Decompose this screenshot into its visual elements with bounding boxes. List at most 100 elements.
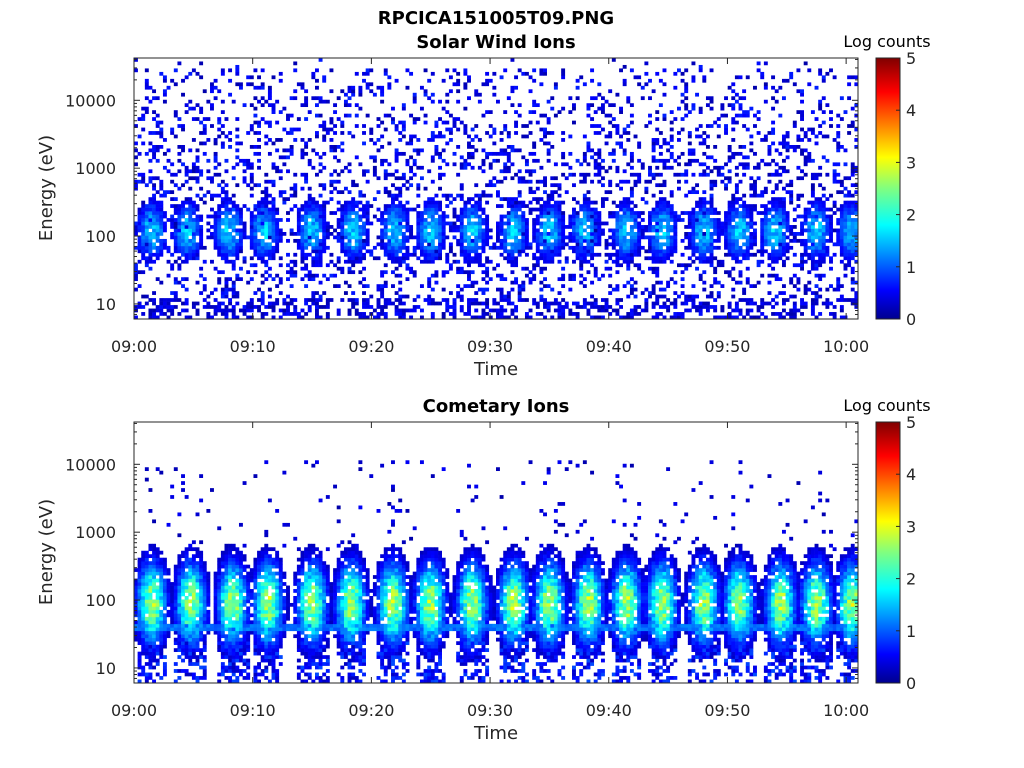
- heatmap-cell: [781, 145, 786, 149]
- heatmap-cell: [590, 221, 595, 226]
- heatmap-cell: [354, 124, 359, 128]
- heatmap-cell: [376, 117, 381, 121]
- heatmap-cell: [550, 106, 555, 111]
- heatmap-cell: [141, 252, 146, 257]
- heatmap-cell: [514, 263, 519, 268]
- heatmap-cell: [626, 179, 631, 184]
- heatmap-cell: [307, 235, 312, 240]
- heatmap-cell: [354, 218, 359, 222]
- heatmap-cell: [456, 117, 461, 121]
- heatmap-cell: [669, 218, 674, 222]
- heatmap-cell: [655, 294, 660, 299]
- heatmap-cell: [488, 277, 493, 282]
- heatmap-cell: [416, 151, 421, 156]
- heatmap-cell: [655, 183, 660, 188]
- heatmap-cell: [644, 287, 649, 292]
- heatmap-cell: [763, 99, 768, 104]
- heatmap-cell: [546, 301, 551, 306]
- heatmap-cell: [716, 218, 721, 222]
- heatmap-cell: [275, 120, 280, 125]
- heatmap-cell: [144, 221, 149, 226]
- heatmap-cell: [307, 207, 312, 212]
- heatmap-cell: [763, 186, 768, 191]
- heatmap-cell: [173, 298, 178, 302]
- heatmap-cell: [423, 113, 428, 118]
- heatmap-cell: [152, 197, 157, 201]
- heatmap-cell: [459, 242, 464, 247]
- heatmap-cell: [517, 245, 522, 250]
- heatmap-cell: [217, 117, 222, 121]
- heatmap-cell: [456, 284, 461, 288]
- heatmap-cell: [271, 256, 276, 261]
- heatmap-cell: [579, 245, 584, 250]
- heatmap-cell: [260, 221, 265, 226]
- heatmap-cell: [354, 228, 359, 233]
- heatmap-cell: [184, 238, 189, 243]
- heatmap-cell: [709, 256, 714, 261]
- heatmap-cell: [474, 204, 479, 208]
- heatmap-cell: [720, 232, 725, 236]
- heatmap-cell: [778, 245, 783, 250]
- heatmap-cell: [637, 225, 642, 229]
- heatmap-cell: [448, 131, 453, 135]
- heatmap-cell: [488, 179, 493, 184]
- heatmap-cell: [412, 99, 417, 104]
- heatmap-cell: [383, 158, 388, 163]
- heatmap-cell: [785, 235, 790, 240]
- heatmap-cell: [300, 103, 305, 108]
- heatmap-cell: [713, 158, 718, 163]
- heatmap-cell: [781, 211, 786, 215]
- heatmap-cell: [365, 218, 370, 222]
- heatmap-cell: [383, 235, 388, 240]
- heatmap-cell: [640, 218, 645, 222]
- heatmap-cell: [749, 238, 754, 243]
- heatmap-cell: [745, 165, 750, 170]
- heatmap-cell: [394, 197, 399, 201]
- heatmap-cell: [593, 273, 598, 278]
- heatmap-cell: [561, 106, 566, 111]
- heatmap-cell: [633, 280, 638, 285]
- heatmap-cell: [315, 225, 319, 229]
- heatmap-cell: [365, 228, 370, 233]
- heatmap-cell: [210, 259, 214, 264]
- heatmap-cell: [267, 218, 272, 222]
- heatmap-cell: [611, 252, 616, 257]
- heatmap-cell: [206, 294, 211, 299]
- heatmap-cell: [206, 158, 211, 163]
- heatmap-cell: [448, 75, 453, 80]
- heatmap-cell: [760, 312, 765, 316]
- heatmap-cell: [771, 252, 776, 257]
- heatmap-cell: [452, 207, 457, 212]
- heatmap-cell: [351, 85, 356, 90]
- heatmap-cell: [322, 186, 327, 191]
- heatmap-cell: [199, 218, 204, 222]
- heatmap-cell: [626, 256, 631, 261]
- heatmap-cell: [401, 218, 406, 222]
- heatmap-cell: [463, 232, 468, 236]
- heatmap-cell: [796, 165, 801, 170]
- heatmap-cell: [792, 235, 797, 240]
- heatmap-cell: [184, 242, 189, 247]
- heatmap-cell: [470, 232, 475, 236]
- heatmap-cell: [148, 158, 153, 163]
- heatmap-cell: [144, 85, 149, 90]
- heatmap-cell: [702, 225, 707, 229]
- heatmap-cell: [242, 305, 247, 309]
- heatmap-cell: [763, 225, 768, 229]
- heatmap-cell: [430, 259, 435, 264]
- heatmap-cell: [365, 232, 370, 236]
- heatmap-cell: [289, 259, 294, 264]
- heatmap-cell: [510, 207, 515, 212]
- heatmap-cell: [720, 284, 725, 288]
- heatmap-cell: [550, 259, 555, 264]
- heatmap-cell: [358, 190, 363, 195]
- heatmap-cell: [217, 162, 222, 167]
- heatmap-cell: [141, 113, 146, 118]
- heatmap-cell: [401, 183, 406, 188]
- heatmap-cell: [637, 266, 642, 271]
- heatmap-cell: [311, 165, 316, 170]
- heatmap-cell: [535, 238, 540, 243]
- heatmap-cell: [655, 280, 660, 285]
- heatmap-cell: [579, 249, 584, 254]
- heatmap-cell: [593, 96, 598, 101]
